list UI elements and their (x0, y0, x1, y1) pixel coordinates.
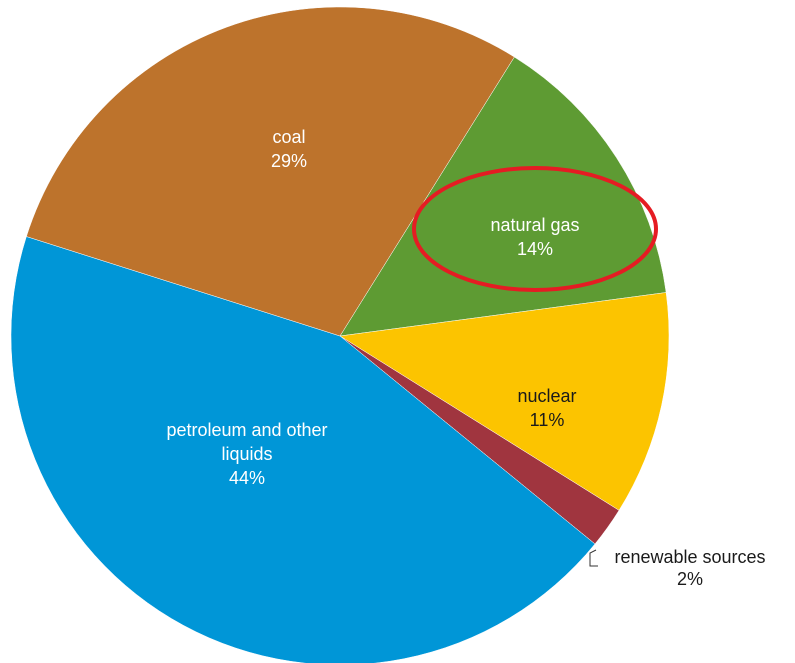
annotation-layer (412, 166, 658, 292)
slice-label-coal: coal 29% (271, 127, 307, 171)
pie-slice-nuclear (339, 292, 670, 511)
slice-percent: 44% (229, 468, 265, 488)
pie-slice-natural-gas (339, 56, 667, 337)
slice-name: liquids (221, 444, 272, 464)
slice-name: coal (272, 127, 305, 147)
pie-slice-petroleum-and-other-liquids (10, 236, 596, 663)
slice-percent: 2% (677, 569, 703, 589)
slice-label-natural-gas: natural gas 14% (490, 215, 579, 259)
slice-name: natural gas (490, 215, 579, 235)
slice-label-renewable-sources: renewable sources 2% (614, 547, 765, 589)
slice-percent: 14% (517, 239, 553, 259)
slice-name: petroleum and other (166, 420, 327, 440)
slice-name: nuclear (517, 386, 576, 406)
slice-label-nuclear: nuclear 11% (517, 386, 576, 430)
slice-percent: 29% (271, 151, 307, 171)
renewable-leader-line (589, 549, 598, 567)
slice-percent: 11% (530, 410, 565, 430)
pie-slice-coal (26, 6, 515, 337)
slices-layer (10, 6, 670, 663)
slice-label-petroleum-and-other-liquids: petroleum and other liquids 44% (166, 420, 327, 488)
slice-name: renewable sources (614, 547, 765, 567)
natural-gas-highlight-ellipse (412, 166, 658, 292)
labels-layer: natural gas 14% nuclear 11% renewable source… (166, 127, 765, 589)
